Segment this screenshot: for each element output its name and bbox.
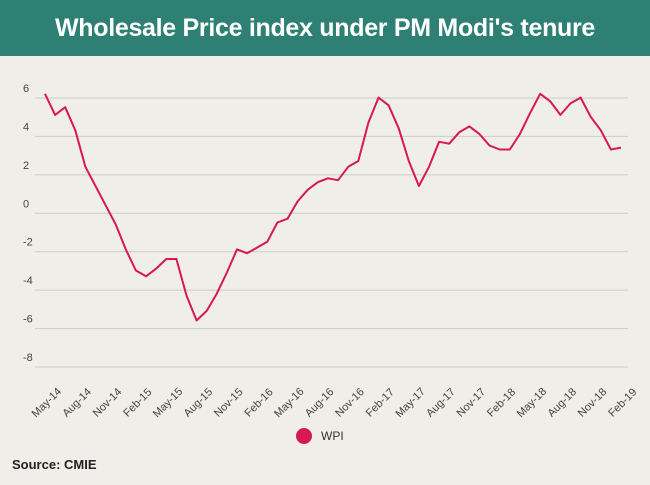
x-tick-label: Nov-18 bbox=[576, 386, 610, 420]
x-tick-label: Nov-15 bbox=[212, 386, 246, 420]
x-tick-label: Aug-16 bbox=[303, 386, 337, 420]
x-tick-label: May-16 bbox=[272, 386, 306, 420]
x-tick-label: Aug-14 bbox=[60, 386, 94, 420]
x-tick-label: Feb-17 bbox=[364, 386, 397, 419]
legend: WPI bbox=[296, 428, 344, 444]
legend-marker-wpi bbox=[296, 428, 312, 444]
x-tick-label: Aug-18 bbox=[545, 386, 579, 420]
x-tick-label: Feb-15 bbox=[121, 386, 154, 419]
x-tick-label: Feb-19 bbox=[606, 386, 639, 419]
y-tick-label: -4 bbox=[23, 275, 33, 287]
y-tick-label: 6 bbox=[23, 83, 29, 95]
series-line-wpi bbox=[44, 92, 622, 322]
y-tick-label: -8 bbox=[23, 352, 33, 364]
x-tick-label: May-17 bbox=[393, 386, 427, 420]
chart-title: Wholesale Price index under PM Modi's te… bbox=[54, 13, 596, 42]
y-tick-label: -6 bbox=[23, 314, 33, 326]
y-tick-label: 4 bbox=[23, 121, 29, 133]
x-tick-label: Aug-17 bbox=[424, 386, 458, 420]
y-tick-label: 2 bbox=[23, 160, 29, 172]
x-tick-label: Nov-17 bbox=[455, 386, 489, 420]
x-tick-label: May-14 bbox=[30, 386, 64, 420]
source-note: Source: CMIE bbox=[12, 457, 97, 472]
y-tick-label: -2 bbox=[23, 237, 33, 249]
x-tick-label: Aug-15 bbox=[182, 386, 216, 420]
legend-label-wpi: WPI bbox=[321, 429, 344, 443]
x-tick-label: May-15 bbox=[151, 386, 185, 420]
x-tick-label: Nov-14 bbox=[91, 386, 125, 420]
x-tick-label: Feb-18 bbox=[485, 386, 518, 419]
x-tick-label: Feb-16 bbox=[243, 386, 276, 419]
chart-header: Wholesale Price index under PM Modi's te… bbox=[0, 0, 650, 56]
x-tick-label: May-18 bbox=[515, 386, 549, 420]
x-tick-label: Nov-16 bbox=[333, 386, 367, 420]
y-tick-label: 0 bbox=[23, 198, 29, 210]
